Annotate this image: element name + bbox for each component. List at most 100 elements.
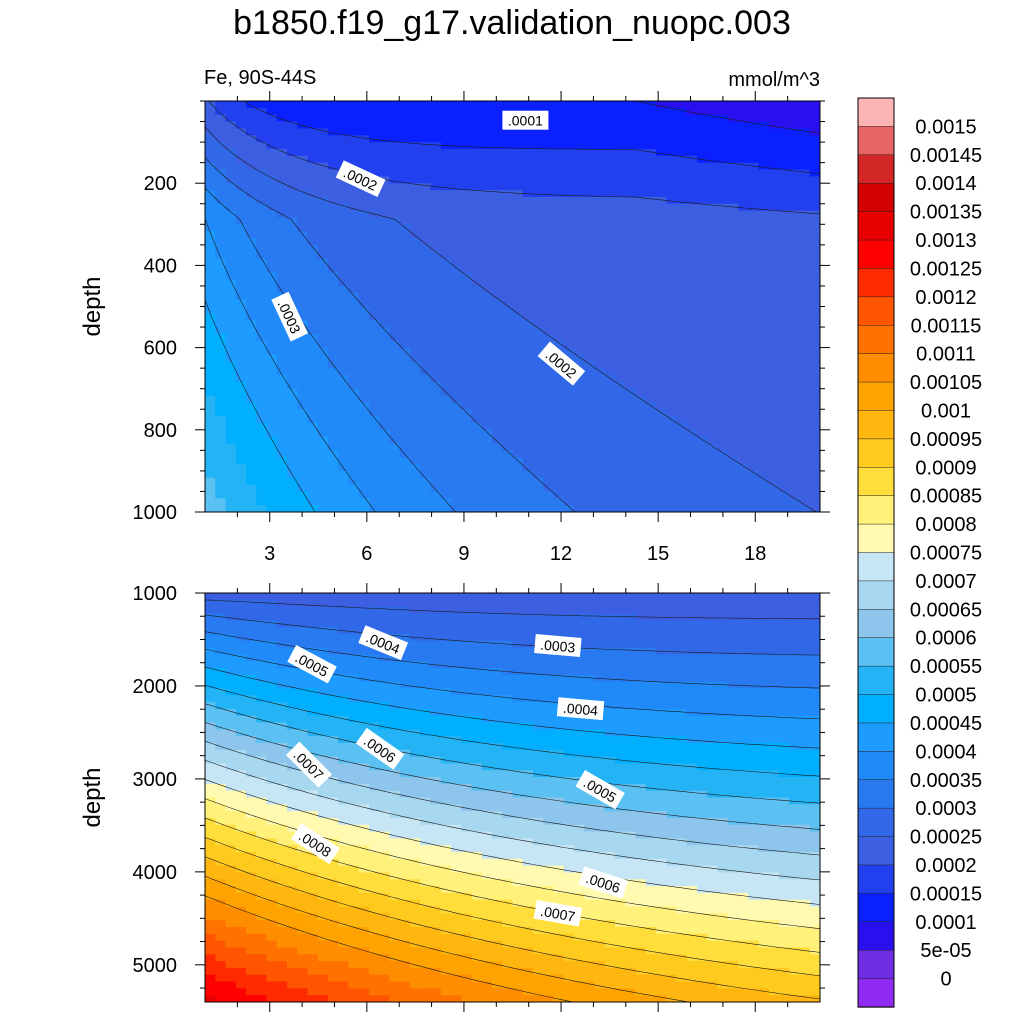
- colorbar-label: 0.0011: [916, 344, 976, 366]
- colorbar-label: 0.0002: [915, 855, 976, 877]
- colorbar-box: [857, 779, 895, 809]
- colorbar-box: [857, 296, 895, 326]
- contour-label: .0001: [502, 110, 549, 130]
- colorbar-label: 0.00045: [910, 713, 982, 735]
- colorbar-label: 0.0009: [915, 457, 976, 479]
- colorbar-label: 0.0015: [915, 116, 976, 138]
- colorbar-box: [857, 694, 895, 724]
- colorbar-box: [857, 523, 895, 554]
- y-tick-label: 200: [144, 173, 177, 195]
- contour-label: .0004: [556, 697, 605, 721]
- top-panel: 3 6 9 12 15 182004006008001000depth.0001.0002…: [79, 91, 830, 565]
- y-tick-label: 800: [144, 420, 177, 442]
- colorbar-box: [857, 126, 895, 156]
- colorbar-label: 0.0004: [915, 741, 976, 763]
- contour-line: [205, 875, 689, 1002]
- colorbar-box: [857, 97, 895, 128]
- colorbar-box: [857, 467, 895, 497]
- subtitle-right: mmol/m^3: [728, 69, 820, 91]
- colorbar-box: [857, 410, 895, 440]
- x-tick-label: 18: [744, 543, 766, 565]
- colorbar-box: [857, 807, 895, 838]
- colorbar-box: [857, 495, 895, 525]
- colorbar-label: 0.00055: [910, 656, 982, 678]
- x-tick-label: 6: [361, 543, 372, 565]
- chart-title: b1850.f19_g17.validation_nuopc.003: [233, 4, 791, 42]
- x-tick-label: 3: [264, 543, 275, 565]
- colorbar-label: 0.00125: [910, 258, 982, 280]
- x-tick-label: 15: [647, 543, 669, 565]
- colorbar-box: [857, 325, 895, 355]
- colorbar-box: [857, 978, 895, 1008]
- colorbar-box: [857, 949, 895, 980]
- colorbar-frame: [857, 97, 895, 1008]
- contour-line: [205, 722, 820, 830]
- colorbar-label: 0.0008: [915, 514, 976, 536]
- colorbar-box: [857, 665, 895, 696]
- colorbar-box: [857, 722, 895, 753]
- colorbar-label: 0.00085: [910, 486, 982, 508]
- y-axis-label: depth: [79, 767, 106, 827]
- colorbar-box: [857, 893, 895, 923]
- contour-line: [205, 666, 820, 749]
- subtitle-left: Fe, 90S-44S: [204, 67, 316, 89]
- colorbar-label: 0.00015: [910, 883, 982, 905]
- colorbar-label: 0.0014: [915, 173, 976, 195]
- colorbar-box: [857, 836, 895, 866]
- colorbar-label: 0.0006: [915, 628, 976, 650]
- contour-line: [205, 837, 820, 977]
- colorbar-label: 0.0013: [915, 230, 976, 252]
- colorbar-label: 0.0012: [915, 287, 976, 309]
- contour-line: [205, 895, 573, 1002]
- colorbar-label: 0.00105: [910, 372, 982, 394]
- contour-line: [205, 684, 820, 777]
- colorbar-box: [857, 637, 895, 667]
- colorbar-box: [857, 438, 895, 468]
- contour-lines: [205, 599, 820, 1002]
- y-tick-label: 3000: [133, 769, 178, 791]
- colorbar-box: [857, 268, 895, 298]
- y-axis-label: depth: [79, 276, 106, 336]
- contour-line: [205, 856, 820, 1000]
- x-tick-label: 12: [550, 543, 572, 565]
- contour-line: [205, 798, 820, 929]
- y-tick-label: 400: [144, 255, 177, 277]
- contour-line: [205, 599, 820, 620]
- contour-line: [205, 759, 820, 881]
- colorbar-label: 0.00115: [911, 315, 982, 337]
- colorbar-label: 0.00145: [910, 145, 982, 167]
- colorbar-box: [857, 211, 895, 241]
- svg-text:.0001: .0001: [508, 113, 543, 129]
- y-tick-label: 600: [144, 338, 177, 360]
- contour-fill: [205, 101, 820, 512]
- colorbar-box: [857, 580, 895, 610]
- colorbar-label: 0.00025: [910, 827, 982, 849]
- colorbar-box: [857, 154, 895, 184]
- y-tick-label: 4000: [133, 862, 178, 884]
- contour-line: [205, 126, 817, 512]
- colorbar-box: [857, 751, 895, 781]
- y-tick-label: 5000: [133, 955, 178, 977]
- colorbar-box: [857, 239, 895, 270]
- colorbar-label: 0.001: [921, 401, 971, 423]
- x-tick-label: 9: [458, 543, 469, 565]
- colorbar-label: 0.00135: [910, 202, 982, 224]
- colorbar-label: 0: [940, 969, 951, 991]
- colorbar-box: [857, 921, 895, 951]
- colorbar-box: [857, 552, 895, 582]
- colorbar-box: [857, 864, 895, 895]
- colorbar-label: 0.00035: [910, 770, 982, 792]
- colorbar-label: 0.0001: [915, 912, 976, 934]
- y-tick-label: 1000: [133, 583, 178, 605]
- contour-line: [205, 631, 820, 689]
- colorbar-label: 0.0003: [915, 798, 976, 820]
- colorbar-box: [857, 609, 895, 639]
- plot-frame: [204, 592, 821, 1003]
- colorbar-label: 0.00065: [910, 599, 982, 621]
- contour-line: [635, 101, 820, 134]
- contour-label: .0007: [533, 899, 583, 927]
- colorbar-box: [857, 381, 895, 412]
- contour-label: .0003: [534, 634, 582, 657]
- colorbar-label: 0.00095: [910, 429, 982, 451]
